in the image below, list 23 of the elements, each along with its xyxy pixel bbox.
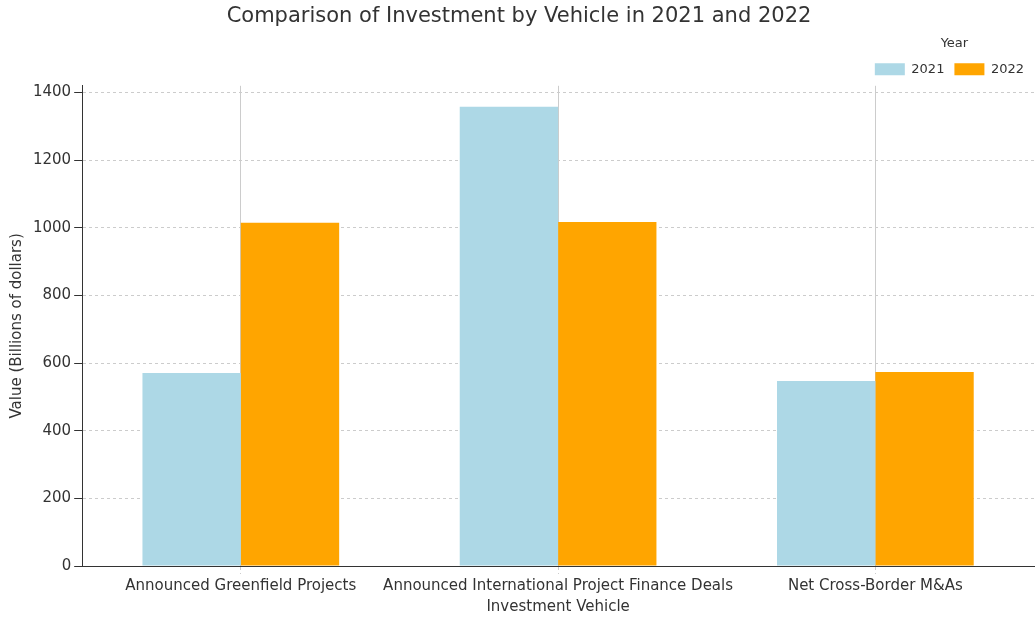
bar (240, 222, 340, 566)
y-axis-title: Value (Billions of dollars) (6, 233, 25, 419)
bar (875, 371, 974, 566)
x-tick-label: Announced Greenfield Projects (125, 575, 357, 594)
chart-title: Comparison of Investment by Vehicle in 2021 and 2022 (226, 3, 812, 28)
y-tick-label: 1000 (32, 217, 72, 236)
y-tick-label: 0 (61, 555, 72, 574)
legend-label: 2022 (990, 60, 1025, 76)
bar (459, 106, 559, 566)
x-tick-label: Net Cross-Border M&As (787, 575, 963, 594)
bar (558, 222, 657, 566)
bar (142, 372, 241, 566)
y-tick-label: 800 (42, 285, 72, 304)
y-tick-label: 200 (42, 488, 72, 507)
x-tick-label: Announced International Project Finance Deals (383, 575, 734, 594)
y-tick-label: 1200 (32, 150, 72, 169)
legend-label: 2021 (911, 60, 945, 76)
bar (777, 381, 876, 566)
y-tick-label: 400 (42, 420, 72, 439)
y-tick-label: 1400 (32, 82, 72, 101)
legend-title: Year (939, 35, 969, 51)
x-axis-title: Investment Vehicle (486, 596, 630, 615)
y-tick-label: 600 (42, 352, 72, 371)
